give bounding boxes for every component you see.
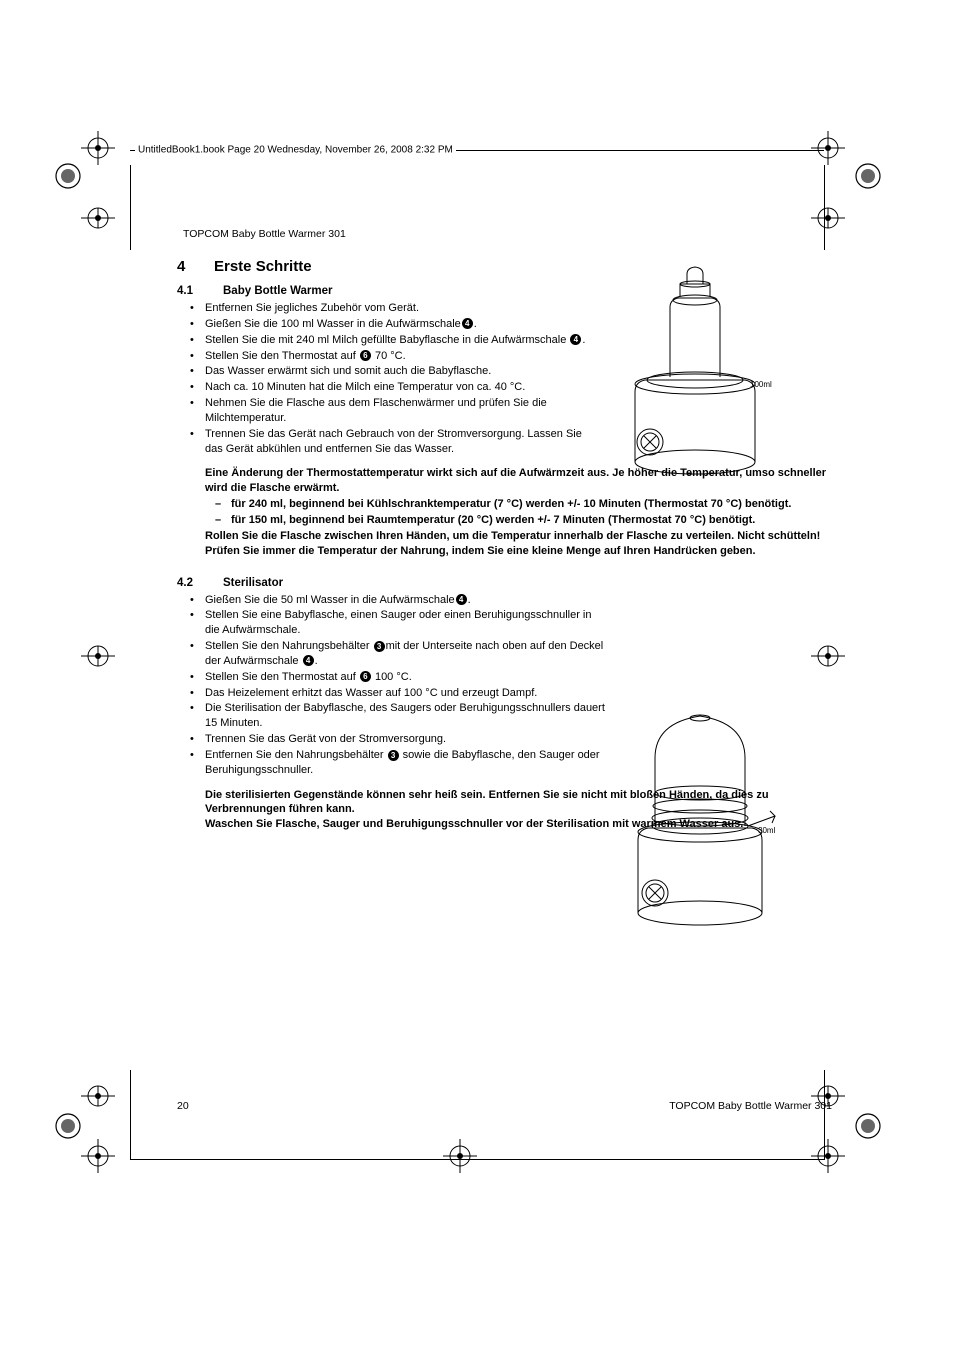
list-item: Nach ca. 10 Minuten hat die Milch eine T… (177, 380, 597, 395)
list-item: Stellen Sie eine Babyflasche, einen Saug… (177, 608, 607, 638)
registration-cross-icon (81, 1079, 115, 1113)
text-fragment: . (582, 334, 585, 346)
h2-number: 4.2 (177, 577, 223, 589)
reference-marker-icon: 4 (462, 318, 473, 329)
text-fragment: . (315, 655, 318, 667)
note-text: Rollen Sie die Flasche zwischen Ihren Hä… (205, 529, 832, 544)
frame-vline (824, 1070, 825, 1160)
text-fragment: Die Sterilisation der Babyflasche, des S… (205, 702, 605, 729)
text-fragment: 100 °C. (372, 671, 412, 683)
list-item: Die Sterilisation der Babyflasche, des S… (177, 701, 607, 731)
registration-cross-icon (81, 201, 115, 235)
registration-cross-icon (811, 639, 845, 673)
registration-cross-icon (811, 1079, 845, 1113)
list-item: Das Heizelement erhitzt das Wasser auf 1… (177, 686, 607, 701)
sterilisator-illustration (620, 698, 780, 933)
list-item: Entfernen Sie jegliches Zubehör vom Gerä… (177, 301, 597, 316)
reference-marker-icon: 4 (570, 334, 581, 345)
heading-2-sterilisator: 4.2 Sterilisator (177, 577, 832, 589)
list-item: Stellen Sie den Nahrungsbehälter 3mit de… (177, 639, 607, 669)
reference-marker-icon: 3 (374, 641, 385, 652)
figure-label-30ml: 30ml (758, 826, 775, 835)
reference-marker-icon: 4 (456, 594, 467, 605)
h1-number: 4 (177, 258, 214, 275)
registration-cross-icon (811, 1139, 845, 1173)
text-fragment: 70 °C. (372, 350, 406, 362)
text-fragment: . (474, 318, 477, 330)
reference-marker-icon: 6 (360, 350, 371, 361)
frame-vline (130, 1070, 131, 1160)
registration-cross-icon (811, 201, 845, 235)
sterilisator-steps-list: Gießen Sie die 50 ml Wasser in die Aufwä… (177, 593, 607, 778)
list-item: Entfernen Sie den Nahrungsbehälter 3 sow… (177, 748, 607, 778)
list-item: Trennen Sie das Gerät nach Gebrauch von … (177, 427, 597, 457)
text-fragment: . (468, 594, 471, 606)
text-fragment: Trennen Sie das Gerät von der Stromverso… (205, 733, 446, 745)
text-fragment: Gießen Sie die 100 ml Wasser in die Aufw… (205, 318, 461, 330)
book-meta: UntitledBook1.book Page 20 Wednesday, No… (135, 145, 456, 156)
registration-cross-icon (443, 1139, 477, 1173)
text-fragment: Stellen Sie den Thermostat auf (205, 671, 359, 683)
list-item: Gießen Sie die 100 ml Wasser in die Aufw… (177, 317, 597, 332)
running-header: TOPCOM Baby Bottle Warmer 301 (183, 228, 346, 240)
frame-vline (824, 165, 825, 250)
text-fragment: Nach ca. 10 Minuten hat die Milch eine T… (205, 381, 525, 393)
text-fragment: Entfernen Sie jegliches Zubehör vom Gerä… (205, 302, 419, 314)
text-fragment: Stellen Sie die mit 240 ml Milch gefüllt… (205, 334, 569, 346)
registration-dot-icon (54, 162, 82, 190)
note-text: Prüfen Sie immer die Temperatur der Nahr… (205, 544, 832, 559)
registration-dot-icon (854, 1112, 882, 1140)
h2-title: Baby Bottle Warmer (223, 285, 333, 297)
reference-marker-icon: 6 (360, 671, 371, 682)
text-fragment: Das Wasser erwärmt sich und somit auch d… (205, 365, 491, 377)
text-fragment: Nehmen Sie die Flasche aus dem Flaschenw… (205, 397, 547, 424)
h2-number: 4.1 (177, 285, 223, 297)
registration-cross-icon (81, 131, 115, 165)
figure-bottle-warmer: 100ml (620, 262, 770, 482)
reference-marker-icon: 4 (303, 655, 314, 666)
list-item: Stellen Sie den Thermostat auf 6 100 °C. (177, 670, 607, 685)
text-fragment: Gießen Sie die 50 ml Wasser in die Aufwä… (205, 594, 455, 606)
text-fragment: Entfernen Sie den Nahrungsbehälter (205, 749, 387, 761)
frame-vline (130, 165, 131, 250)
list-item: Stellen Sie die mit 240 ml Milch gefüllt… (177, 333, 597, 348)
list-item: Gießen Sie die 50 ml Wasser in die Aufwä… (177, 593, 607, 608)
page-number: 20 (177, 1100, 189, 1112)
bottle-warmer-illustration (620, 262, 770, 482)
h2-title: Sterilisator (223, 577, 283, 589)
figure-sterilisator: 30ml (620, 698, 780, 933)
text-fragment: Stellen Sie den Nahrungsbehälter (205, 640, 373, 652)
registration-cross-icon (811, 131, 845, 165)
page-footer: 20 TOPCOM Baby Bottle Warmer 301 (177, 1100, 832, 1112)
h1-title: Erste Schritte (214, 258, 312, 275)
reference-marker-icon: 3 (388, 750, 399, 761)
footer-title: TOPCOM Baby Bottle Warmer 301 (669, 1100, 832, 1112)
registration-cross-icon (81, 639, 115, 673)
warmer-steps-list: Entfernen Sie jegliches Zubehör vom Gerä… (177, 301, 597, 456)
note-dash-1: für 240 ml, beginnend bei Kühlschranktem… (205, 497, 832, 512)
text-fragment: Stellen Sie eine Babyflasche, einen Saug… (205, 609, 591, 636)
list-item: Das Wasser erwärmt sich und somit auch d… (177, 364, 597, 379)
list-item: Stellen Sie den Thermostat auf 6 70 °C. (177, 349, 597, 364)
text-fragment: Stellen Sie den Thermostat auf (205, 350, 359, 362)
text-fragment: Das Heizelement erhitzt das Wasser auf 1… (205, 687, 537, 699)
note-dash-2: für 150 ml, beginnend bei Raumtemperatur… (205, 513, 832, 528)
registration-dot-icon (854, 162, 882, 190)
text-fragment: Trennen Sie das Gerät nach Gebrauch von … (205, 428, 582, 455)
list-item: Trennen Sie das Gerät von der Stromverso… (177, 732, 607, 747)
figure-label-100ml: 100ml (750, 380, 772, 389)
list-item: Nehmen Sie die Flasche aus dem Flaschenw… (177, 396, 597, 426)
registration-cross-icon (81, 1139, 115, 1173)
registration-dot-icon (54, 1112, 82, 1140)
